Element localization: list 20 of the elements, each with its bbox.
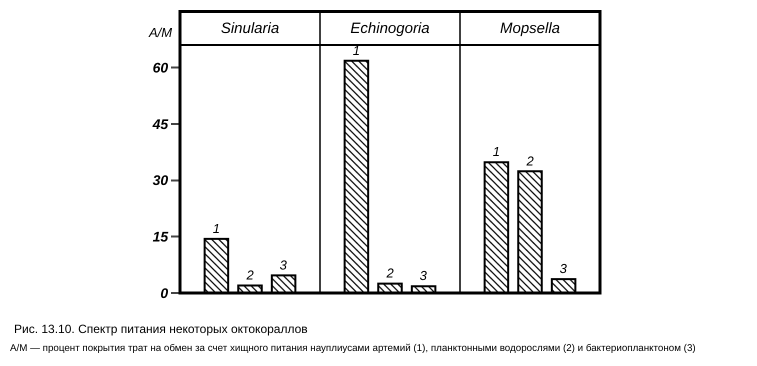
text: 1 — [492, 144, 500, 160]
y-axis-title: A/M — [148, 25, 172, 40]
series-label: 1 — [212, 220, 220, 236]
x-tick-label: Sinularia — [220, 20, 280, 37]
text: A/M — процент покрытия трат на обмен за счет хищного питания науплиусами артемий (1), планктонными водорослями (2) и бактериопланктоном (3) — [10, 343, 696, 354]
y-tick-label: 60 — [152, 59, 168, 76]
series-label: 2 — [246, 267, 254, 282]
text: 3 — [420, 268, 427, 284]
x-tick-label: Echinogoria — [350, 20, 430, 37]
text: 3 — [560, 261, 567, 276]
y-tick-label: 45 — [152, 116, 168, 132]
text: 2 — [386, 266, 394, 281]
text: 1 — [352, 42, 360, 58]
y-tick-label: 15 — [152, 228, 168, 245]
series-label: 3 — [280, 257, 288, 272]
text: Рис. 13.10. Спектр питания некоторых октокораллов — [14, 322, 308, 336]
y-tick-label: 30 — [152, 172, 168, 188]
y-tick-label: 0 — [160, 284, 168, 301]
text: 2 — [526, 153, 534, 168]
x-tick-label: Mopsella — [500, 20, 560, 37]
